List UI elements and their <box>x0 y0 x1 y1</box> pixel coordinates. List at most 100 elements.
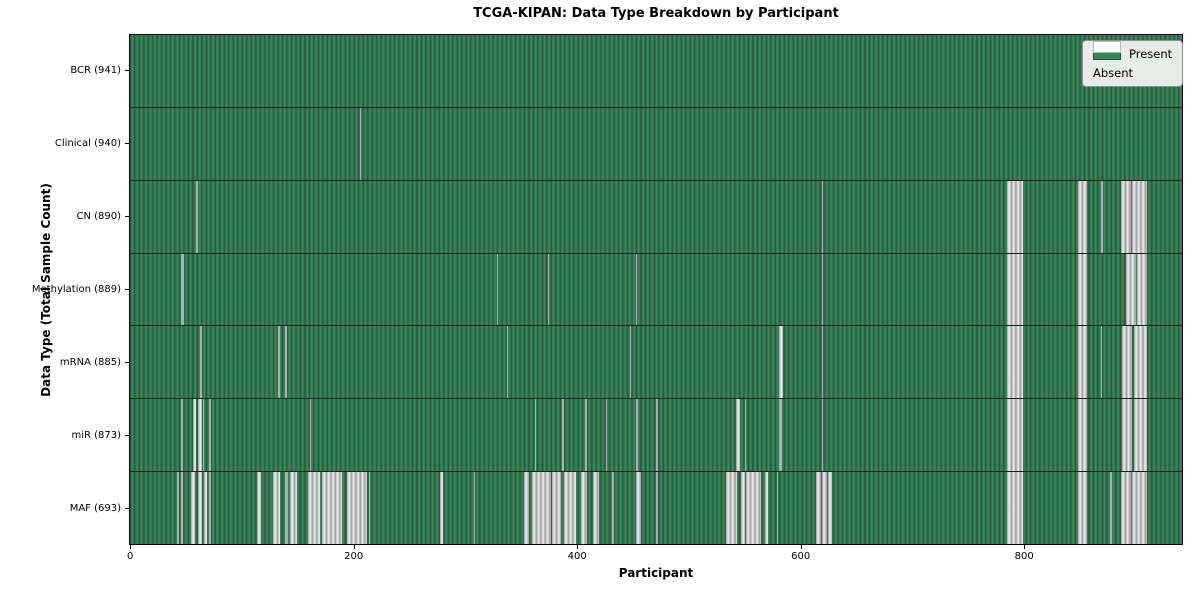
y-tick-label-maf: MAF (693) <box>69 502 121 514</box>
absent-stripe <box>1122 326 1133 399</box>
x-tick-label-600: 600 <box>791 551 811 562</box>
heatmap-row-cn <box>130 179 1182 253</box>
absent-stripe <box>636 399 639 472</box>
x-tick-mark <box>1024 545 1026 549</box>
absent-stripe <box>181 399 183 472</box>
absent-stripe <box>200 326 202 399</box>
absent-stripe <box>1077 399 1087 472</box>
x-tick-mark <box>353 545 355 549</box>
absent-stripe <box>606 399 608 472</box>
absent-stripe <box>1077 180 1087 253</box>
absent-stripe <box>592 472 600 545</box>
absent-stripe <box>821 399 823 472</box>
absent-stripe <box>273 472 280 545</box>
x-tick-label-0: 0 <box>127 551 134 562</box>
absent-stripe <box>192 399 196 472</box>
absent-stripe <box>439 472 443 545</box>
absent-stripe <box>1101 326 1103 399</box>
heatmap-row-clinical <box>130 106 1182 180</box>
absent-stripe <box>506 326 508 399</box>
y-tick-label-bcr: BCR (941) <box>70 64 121 76</box>
y-tick-mark <box>125 362 129 363</box>
absent-stripe <box>1077 472 1087 545</box>
absent-stripe <box>285 472 288 545</box>
absent-stripe <box>821 180 823 253</box>
x-tick-mark <box>130 545 132 549</box>
absent-stripe <box>1077 253 1087 326</box>
absent-stripe <box>816 472 821 545</box>
y-tick-mark <box>125 143 129 144</box>
plot-area <box>129 34 1183 545</box>
absent-stripe <box>1133 326 1147 399</box>
absent-stripe <box>202 399 204 472</box>
x-tick-label-400: 400 <box>567 551 587 562</box>
absent-stripe <box>1007 399 1023 472</box>
absent-stripe <box>1132 180 1147 253</box>
absent-stripe <box>369 472 371 545</box>
absent-stripe <box>203 472 208 545</box>
y-tick-mark <box>125 70 129 71</box>
heatmap-row-bcr <box>130 35 1182 107</box>
absent-stripe <box>1007 472 1023 545</box>
absent-stripe <box>534 399 536 472</box>
absent-stripe <box>1110 472 1113 545</box>
heatmap-row-methylation <box>130 252 1182 326</box>
absent-stripe <box>636 472 641 545</box>
y-tick-label-clinical: Clinical (940) <box>54 137 121 149</box>
absent-stripe <box>563 472 576 545</box>
absent-stripe <box>821 253 823 326</box>
y-tick-label-cn: CN (890) <box>76 210 121 222</box>
absent-stripe <box>209 399 211 472</box>
absent-stripe <box>821 472 828 545</box>
absent-stripe <box>524 472 529 545</box>
absent-stripe <box>195 180 199 253</box>
y-tick-label-mrna: mRNA (885) <box>59 356 121 368</box>
legend-label-present: Present <box>1129 47 1173 61</box>
absent-stripe <box>1133 399 1147 472</box>
absent-stripe <box>725 472 737 545</box>
absent-stripe <box>744 399 746 472</box>
x-axis-title: Participant <box>618 566 694 580</box>
heatmap-row-maf <box>130 471 1182 545</box>
absent-stripe <box>821 326 823 399</box>
x-tick-label-800: 800 <box>1014 551 1034 562</box>
absent-stripe <box>1125 253 1136 326</box>
absent-stripe <box>289 472 297 545</box>
absent-stripe <box>1121 180 1132 253</box>
absent-stripe <box>257 472 261 545</box>
absent-stripe <box>611 472 614 545</box>
absent-stripe <box>1077 326 1087 399</box>
absent-stripe <box>828 472 832 545</box>
x-tick-label-200: 200 <box>344 551 364 562</box>
absent-stripe <box>277 326 280 399</box>
absent-stripe <box>209 472 211 545</box>
absent-stripe <box>547 253 550 326</box>
absent-stripe <box>1007 326 1023 399</box>
absent-stripe <box>562 399 564 472</box>
absent-stripe <box>779 326 783 399</box>
absent-stripe <box>552 472 562 545</box>
legend-label-absent: Absent <box>1093 66 1134 80</box>
absent-stripe <box>307 472 320 545</box>
absent-stripe <box>584 399 588 472</box>
absent-stripe <box>181 472 183 545</box>
chart-title: TCGA-KIPAN: Data Type Breakdown by Parti… <box>473 6 839 21</box>
absent-stripe <box>198 399 202 472</box>
legend: Present Absent <box>1082 40 1184 87</box>
absent-stripe <box>636 253 638 326</box>
absent-stripe <box>764 472 769 545</box>
absent-stripe <box>474 472 476 545</box>
absent-stripe <box>581 472 588 545</box>
absent-stripe <box>360 107 362 180</box>
absent-stripe <box>1122 399 1133 472</box>
absent-stripe <box>656 399 658 472</box>
absent-stripe <box>735 399 741 472</box>
absent-stripe <box>1121 472 1132 545</box>
y-tick-mark <box>125 216 129 217</box>
absent-stripe <box>285 326 287 399</box>
absent-stripe <box>777 472 779 545</box>
heatmap-row-mir <box>130 398 1182 472</box>
absent-stripe <box>309 399 312 472</box>
absent-stripe <box>198 472 202 545</box>
